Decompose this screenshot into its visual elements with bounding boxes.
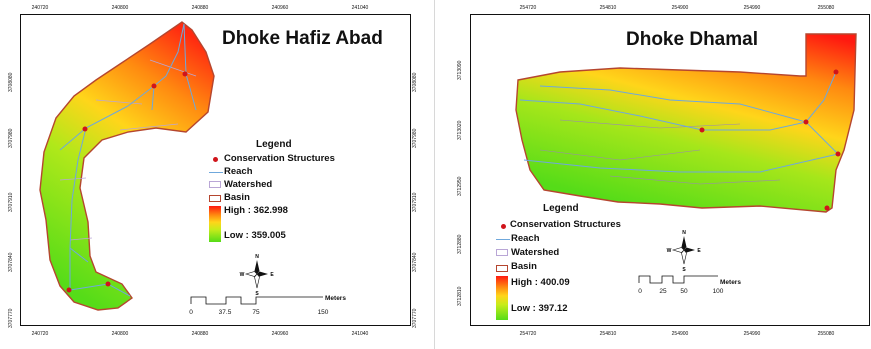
scale-label: 150 xyxy=(317,309,329,316)
x-tick-label: 254810 xyxy=(599,331,617,337)
legend-item-reach: Reach xyxy=(224,166,253,177)
x-tick-label: 254900 xyxy=(671,331,689,337)
legend-item-structures: Conservation Structures xyxy=(224,153,335,164)
compass-n-label: N xyxy=(255,254,259,260)
watershed-elevation-map xyxy=(39,21,215,311)
legend-item-structures: Conservation Structures xyxy=(510,219,621,230)
scale-bar xyxy=(638,275,718,284)
x-tick-label: 254720 xyxy=(519,331,537,337)
x-tick-label: 240720 xyxy=(31,5,49,11)
x-tick-label: 240720 xyxy=(31,331,49,337)
watershed-elevation-map xyxy=(515,33,857,213)
legend-item-watershed: Watershed xyxy=(224,179,273,190)
watershed-symbol xyxy=(209,181,221,188)
elevation-color-ramp xyxy=(496,276,508,320)
elevation-color-ramp xyxy=(209,206,221,242)
map-title: Dhoke Dhamal xyxy=(626,29,758,50)
compass-w-label: W xyxy=(667,248,672,254)
legend-low-value: Low : 397.12 xyxy=(511,303,568,314)
reach-symbol xyxy=(496,239,510,240)
map-panel-dhamal: 254720 254810 254900 254990 255080 25472… xyxy=(440,0,871,349)
map-panel-hafiz-abad: 240720 240800 240880 240960 241040 24072… xyxy=(0,0,430,349)
compass-w-label: W xyxy=(240,272,245,278)
legend-low-value: Low : 359.005 xyxy=(224,230,286,241)
scale-label: 50 xyxy=(680,288,688,295)
scale-label: 25 xyxy=(659,288,667,295)
scale-label: 0 xyxy=(189,309,193,316)
conservation-structures xyxy=(699,69,841,211)
x-tick-label: 254810 xyxy=(599,5,617,11)
scale-unit: Meters xyxy=(720,279,741,286)
watershed-symbol xyxy=(496,249,508,256)
compass-e-label: E xyxy=(697,248,701,254)
legend-high-value: High : 362.998 xyxy=(224,205,288,216)
legend-item-watershed: Watershed xyxy=(511,247,560,258)
basin-symbol xyxy=(209,195,221,202)
scale-bar xyxy=(190,296,323,305)
compass-s-label: S xyxy=(255,291,259,296)
x-tick-label: 240800 xyxy=(111,331,129,337)
conservation-structures xyxy=(66,71,188,293)
map-title: Dhoke Hafiz Abad xyxy=(222,28,383,49)
basin-area xyxy=(39,21,215,311)
x-tick-label: 241040 xyxy=(351,5,369,11)
x-tick-label: 254990 xyxy=(743,331,761,337)
legend-item-basin: Basin xyxy=(224,192,250,203)
x-tick-label: 240880 xyxy=(191,5,209,11)
x-tick-label: 254900 xyxy=(671,5,689,11)
north-arrow-icon: N S E W xyxy=(667,230,702,272)
compass-s-label: S xyxy=(682,267,686,272)
scale-unit: Meters xyxy=(325,295,346,302)
basin-area xyxy=(515,33,857,213)
legend-item-basin: Basin xyxy=(511,261,537,272)
conservation-structure-symbol xyxy=(501,224,506,229)
x-tick-label: 240800 xyxy=(111,5,129,11)
x-tick-label: 241040 xyxy=(351,331,369,337)
north-arrow-icon: N S E W xyxy=(240,254,275,296)
x-tick-label: 240880 xyxy=(191,331,209,337)
x-tick-label: 255080 xyxy=(817,5,835,11)
watershed-line xyxy=(539,119,781,185)
conservation-structure-symbol xyxy=(213,157,218,162)
legend-title: Legend xyxy=(543,203,579,214)
legend-title: Legend xyxy=(256,139,292,150)
scale-label: 75 xyxy=(252,309,260,316)
scale-label: 100 xyxy=(712,288,724,295)
compass-e-label: E xyxy=(270,272,274,278)
x-tick-label: 254720 xyxy=(519,5,537,11)
basin-symbol xyxy=(496,265,508,272)
scale-label: 37.5 xyxy=(218,309,232,316)
x-tick-label: 255080 xyxy=(817,331,835,337)
panel-divider xyxy=(434,0,435,349)
scale-label: 0 xyxy=(638,288,642,295)
x-tick-label: 240960 xyxy=(271,5,289,11)
x-tick-label: 254990 xyxy=(743,5,761,11)
compass-n-label: N xyxy=(682,230,686,236)
legend-item-reach: Reach xyxy=(511,233,540,244)
reach-symbol xyxy=(209,172,223,173)
x-tick-label: 240960 xyxy=(271,331,289,337)
watershed-line xyxy=(59,59,197,241)
legend-high-value: High : 400.09 xyxy=(511,277,570,288)
